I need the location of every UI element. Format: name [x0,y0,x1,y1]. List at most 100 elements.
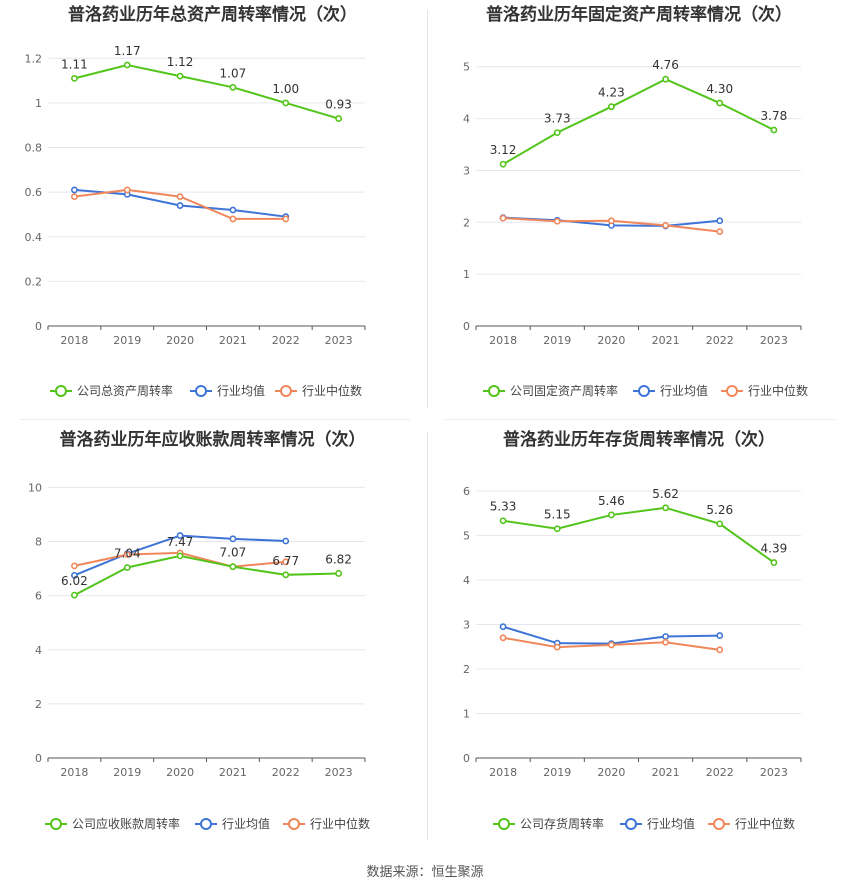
data-label: 5.33 [490,500,517,514]
data-point-industry-avg [229,535,237,543]
x-tick-label: 2022 [272,334,300,347]
x-tick-label: 2023 [760,334,788,347]
data-point-industry-median [123,186,131,194]
data-point-industry-median [176,193,184,201]
x-tick-label: 2023 [325,766,353,779]
data-point-industry-median [608,641,615,649]
data-label: 4.76 [652,58,679,72]
legend-label-industry-median: 行业中位数 [310,816,370,831]
x-tick-label: 2018 [489,766,517,779]
data-point-company [176,552,184,560]
y-tick-label: 2 [35,698,42,711]
data-point-industry-median [229,215,237,223]
data-point-company [553,525,561,533]
y-tick-label: 6 [463,485,470,498]
y-tick-label: 0 [463,752,470,765]
data-point-industry-median [499,214,507,222]
data-point-industry-median [716,646,724,654]
data-label: 5.46 [598,494,625,508]
data-point-company [553,129,561,136]
y-tick-label: 0.2 [25,275,43,288]
x-tick-label: 2023 [325,334,353,347]
y-tick-label: 4 [35,644,42,657]
x-tick-label: 2021 [652,334,680,347]
data-point-company [335,570,342,577]
data-point-company [123,564,131,571]
data-point-industry-avg [716,632,724,639]
y-tick-label: 4 [463,574,470,587]
data-point-industry-avg [176,202,184,209]
total-asset-turnover-chart: 普洛药业历年总资产周转率情况（次） 0 0.2 0.4 0.6 0.8 1 1.2 2018 20… [25,4,366,398]
data-label: 5.26 [706,503,733,517]
vertical-divider-top [427,10,428,408]
data-point-industry-median [499,634,507,642]
x-tick-label: 2019 [113,766,141,779]
x-tick-label: 2018 [60,334,88,347]
legend-marker-icon [200,818,212,830]
y-tick-label: 8 [35,536,42,549]
legend-label-industry-median: 行业中位数 [302,383,362,398]
x-tick-label: 2019 [113,334,141,347]
y-tick-label: 0.8 [25,142,43,155]
data-point-company [71,74,78,82]
legend-label-industry-avg: 行业均值 [217,383,265,398]
data-label: 3.73 [544,112,571,126]
inventory-turnover-chart: 普洛药业历年存货周转率情况（次） 0 1 2 3 4 5 6 2018 2019 2020 2021 2… [463,429,802,831]
data-point-industry-median [553,643,561,651]
legend-marker-icon [488,385,500,397]
data-label: 4.39 [761,542,788,556]
x-tick-label: 2020 [597,766,625,779]
y-tick-label: 2 [463,663,470,676]
series-line-company [502,78,775,166]
data-point-company [123,61,131,69]
data-point-industry-median [282,558,290,566]
data-label: 5.62 [652,487,679,501]
data-point-industry-median [282,215,290,223]
legend-marker-icon [625,818,637,830]
y-tick-label: 1.2 [25,52,43,65]
x-tick-label: 2020 [166,766,194,779]
x-tick-label: 2019 [543,766,571,779]
data-label: 3.78 [761,109,788,123]
y-tick-label: 10 [28,481,42,494]
data-label: 6.82 [325,552,352,566]
data-point-company [229,563,237,571]
data-label: 1.11 [61,57,88,71]
chart-title: 普洛药业历年存货周转率情况（次） [503,429,775,450]
y-tick-label: 0 [463,320,470,333]
y-tick-label: 6 [35,590,42,603]
x-tick-label: 2021 [219,334,247,347]
legend-marker-icon [498,818,510,830]
legend-label-industry-median: 行业中位数 [748,383,808,398]
y-tick-label: 0 [35,752,42,765]
y-tick-label: 1 [35,97,42,110]
data-label: 4.23 [598,86,625,100]
x-tick-label: 2019 [543,334,571,347]
x-tick-label: 2022 [706,766,734,779]
x-tick-label: 2018 [60,766,88,779]
legend-marker-icon [288,818,300,830]
data-point-industry-median [123,551,131,558]
horizontal-divider-right [445,419,835,420]
data-label: 1.12 [167,55,194,69]
y-tick-label: 0.6 [25,186,43,199]
data-point-company [71,591,78,599]
data-point-industry-avg [229,206,237,214]
y-tick-label: 1 [463,268,470,281]
y-tick-label: 0 [35,320,42,333]
y-tick-label: 4 [463,113,470,126]
data-label: 1.17 [114,44,141,58]
data-label: 3.12 [490,143,517,157]
y-tick-label: 5 [463,61,470,74]
data-point-industry-median [662,222,669,229]
y-tick-label: 2 [463,216,470,229]
fixed-asset-turnover-chart: 普洛药业历年固定资产周转率情况（次） 0 1 2 3 4 5 2018 2019 2020 2021… [463,4,808,398]
data-point-industry-avg [716,217,724,225]
data-label: 1.07 [220,66,247,80]
data-point-company [282,571,290,579]
x-tick-label: 2020 [597,334,625,347]
chart-title: 普洛药业历年总资产周转率情况（次） [68,4,357,25]
data-point-company [282,99,290,107]
x-tick-label: 2021 [652,766,680,779]
legend-label-company: 公司应收账款周转率 [72,816,180,831]
